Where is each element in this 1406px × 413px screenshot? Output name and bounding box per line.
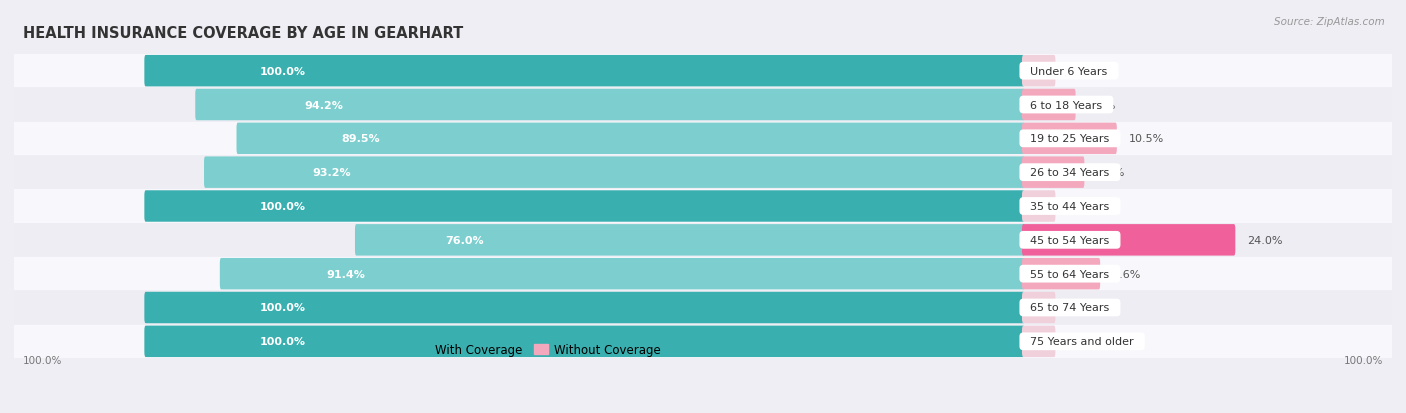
Legend: With Coverage, Without Coverage: With Coverage, Without Coverage	[411, 338, 665, 361]
Bar	[14, 55, 1392, 88]
Text: 19 to 25 Years: 19 to 25 Years	[1024, 134, 1116, 144]
Text: 94.2%: 94.2%	[305, 100, 343, 110]
FancyBboxPatch shape	[145, 326, 1025, 357]
Text: 100.0%: 100.0%	[260, 303, 305, 313]
Text: 6 to 18 Years: 6 to 18 Years	[1024, 100, 1109, 110]
Bar	[14, 257, 1392, 290]
Bar	[14, 123, 1392, 156]
Text: HEALTH INSURANCE COVERAGE BY AGE IN GEARHART: HEALTH INSURANCE COVERAGE BY AGE IN GEAR…	[22, 26, 463, 41]
Text: 100.0%: 100.0%	[260, 337, 305, 347]
Text: 91.4%: 91.4%	[326, 269, 366, 279]
Text: 75 Years and older: 75 Years and older	[1024, 337, 1140, 347]
FancyBboxPatch shape	[1022, 326, 1056, 357]
FancyBboxPatch shape	[1022, 225, 1236, 256]
Text: 89.5%: 89.5%	[340, 134, 380, 144]
Bar	[14, 89, 1392, 122]
Text: 5.8%: 5.8%	[1087, 100, 1116, 110]
Bar	[14, 156, 1392, 189]
Text: 100.0%: 100.0%	[22, 355, 62, 365]
FancyBboxPatch shape	[145, 56, 1025, 87]
Bar	[14, 291, 1392, 324]
Text: 24.0%: 24.0%	[1247, 235, 1282, 245]
FancyBboxPatch shape	[145, 191, 1025, 222]
Text: 35 to 44 Years: 35 to 44 Years	[1024, 202, 1116, 211]
FancyBboxPatch shape	[1022, 191, 1056, 222]
FancyBboxPatch shape	[1022, 90, 1076, 121]
Bar	[14, 224, 1392, 257]
Text: 6.8%: 6.8%	[1097, 168, 1125, 178]
Text: 93.2%: 93.2%	[312, 168, 352, 178]
Text: 0.0%: 0.0%	[1067, 303, 1095, 313]
Text: 10.5%: 10.5%	[1129, 134, 1164, 144]
Text: 76.0%: 76.0%	[446, 235, 484, 245]
Text: 100.0%: 100.0%	[260, 202, 305, 211]
FancyBboxPatch shape	[236, 123, 1025, 155]
FancyBboxPatch shape	[1022, 292, 1056, 323]
Text: 0.0%: 0.0%	[1067, 202, 1095, 211]
FancyBboxPatch shape	[204, 157, 1025, 188]
Text: 100.0%: 100.0%	[1344, 355, 1384, 365]
Text: Source: ZipAtlas.com: Source: ZipAtlas.com	[1274, 17, 1385, 26]
FancyBboxPatch shape	[1022, 56, 1056, 87]
FancyBboxPatch shape	[354, 225, 1025, 256]
FancyBboxPatch shape	[219, 258, 1025, 290]
Bar	[14, 325, 1392, 358]
FancyBboxPatch shape	[195, 90, 1025, 121]
Bar	[14, 190, 1392, 223]
FancyBboxPatch shape	[1022, 157, 1084, 188]
Text: 45 to 54 Years: 45 to 54 Years	[1024, 235, 1116, 245]
Text: 65 to 74 Years: 65 to 74 Years	[1024, 303, 1116, 313]
FancyBboxPatch shape	[145, 292, 1025, 323]
FancyBboxPatch shape	[1022, 258, 1099, 290]
Text: 55 to 64 Years: 55 to 64 Years	[1024, 269, 1116, 279]
Text: 26 to 34 Years: 26 to 34 Years	[1024, 168, 1116, 178]
Text: Under 6 Years: Under 6 Years	[1024, 66, 1115, 76]
Text: 0.0%: 0.0%	[1067, 66, 1095, 76]
Text: 100.0%: 100.0%	[260, 66, 305, 76]
Text: 0.0%: 0.0%	[1067, 337, 1095, 347]
FancyBboxPatch shape	[1022, 123, 1116, 155]
Text: 8.6%: 8.6%	[1112, 269, 1140, 279]
